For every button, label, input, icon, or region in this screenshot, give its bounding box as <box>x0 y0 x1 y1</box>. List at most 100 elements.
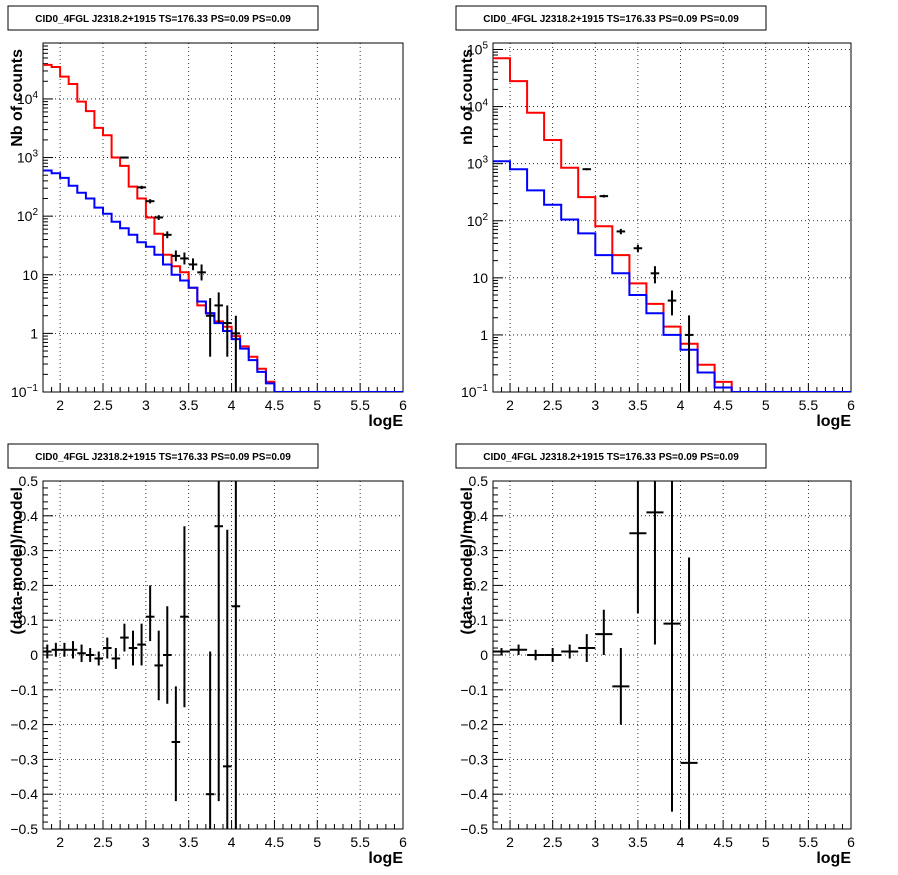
data-point <box>68 641 78 659</box>
x-axis-label: logE <box>816 413 851 430</box>
y-tick-base: 10 <box>472 270 488 286</box>
y-tick-label: 0.3 <box>19 543 39 559</box>
x-tick-label: 3 <box>591 397 599 413</box>
data-point <box>578 634 596 662</box>
y-axis-label: Nb of counts <box>9 49 26 147</box>
y-tick-label: 0.5 <box>469 473 489 489</box>
x-tick-label: 5.5 <box>350 397 370 413</box>
x-tick-label: 5.5 <box>350 834 370 850</box>
data-point <box>43 644 52 659</box>
plot-area <box>43 481 241 829</box>
y-tick-base: 10 <box>17 91 33 107</box>
x-tick-label: 3.5 <box>628 834 648 850</box>
data-point <box>128 630 138 666</box>
x-tick-label: 4.5 <box>713 834 733 850</box>
x-tick-label: 3.5 <box>179 397 199 413</box>
data-point <box>154 630 163 701</box>
y-tick-exponent: 4 <box>32 90 38 101</box>
data-point <box>595 609 613 655</box>
y-tick-label: −0.1 <box>460 682 488 698</box>
y-tick-label: 0 <box>30 647 38 663</box>
chart-title: CID0_4FGL J2318.2+1915 TS=176.33 PS=0.09… <box>483 452 739 463</box>
x-tick-label: 2 <box>56 397 64 413</box>
x-tick-label: 2 <box>56 834 64 850</box>
x-tick-label: 6 <box>399 397 407 413</box>
chart-title: CID0_4FGL J2318.2+1915 TS=176.33 PS=0.09… <box>35 14 291 25</box>
x-tick-label: 6 <box>399 834 407 850</box>
x-tick-label: 4.5 <box>713 397 733 413</box>
y-tick-base: 10 <box>17 150 33 166</box>
x-tick-label: 5 <box>313 834 321 850</box>
data-point <box>650 266 660 284</box>
plot-area <box>43 63 403 392</box>
y-tick-exponent: 3 <box>32 149 38 160</box>
y-tick-label: −0.3 <box>10 751 38 767</box>
y-tick-label: 102 <box>17 207 39 224</box>
title-box <box>7 443 319 469</box>
data-point <box>85 648 95 662</box>
x-tick-label: 4 <box>677 834 685 850</box>
data-point <box>145 585 155 642</box>
title-box <box>455 443 767 469</box>
data-point <box>214 481 223 802</box>
data-point <box>145 199 155 204</box>
histogram-series-red <box>493 57 851 392</box>
data-point <box>527 649 545 661</box>
y-tick-base: 10 <box>467 156 483 172</box>
x-tick-label: 5 <box>313 397 321 413</box>
data-point <box>137 623 146 666</box>
y-tick-label: 0.4 <box>469 508 489 524</box>
x-tick-label: 3.5 <box>628 397 648 413</box>
data-point <box>205 298 215 357</box>
x-tick-label: 2.5 <box>543 397 563 413</box>
x-tick-label: 3.5 <box>179 834 199 850</box>
data-point <box>223 305 232 357</box>
x-tick-label: 4 <box>677 397 685 413</box>
x-tick-label: 6 <box>847 397 855 413</box>
y-tick-base: 10 <box>22 267 38 283</box>
data-point <box>137 185 146 190</box>
y-tick-exponent: 4 <box>482 98 488 109</box>
data-point <box>612 648 630 725</box>
y-tick-label: −0.1 <box>10 682 38 698</box>
data-point <box>180 252 189 265</box>
data-point <box>223 529 232 829</box>
x-tick-label: 5 <box>762 834 770 850</box>
y-tick-label: 103 <box>467 155 489 172</box>
y-tick-exponent: −1 <box>477 383 489 394</box>
data-point <box>163 231 172 239</box>
y-tick-label: 10−1 <box>461 383 488 400</box>
chart-title: CID0_4FGL J2318.2+1915 TS=176.33 PS=0.09… <box>35 452 291 463</box>
data-point <box>111 648 121 669</box>
data-point <box>60 642 69 657</box>
data-point <box>197 264 206 281</box>
chart-panel-spectrum-right: 2 2.5 3 3.5 4 4.5 5 5.5 610−1110102103104105logE… <box>455 5 855 430</box>
title-box <box>455 5 767 31</box>
x-tick-label: 4 <box>228 834 236 850</box>
data-point <box>103 637 112 659</box>
y-tick-label: 1 <box>480 327 488 343</box>
data-point <box>51 642 61 657</box>
x-tick-label: 6 <box>847 834 855 850</box>
y-tick-label: 104 <box>17 90 39 107</box>
y-tick-label: −0.4 <box>460 786 488 802</box>
x-tick-label: 4.5 <box>265 397 285 413</box>
title-box <box>7 5 319 31</box>
x-tick-label: 2 <box>506 834 514 850</box>
data-point <box>493 648 511 655</box>
data-point <box>171 686 181 802</box>
y-tick-label: 10−1 <box>11 383 38 400</box>
y-tick-label: 0.1 <box>19 612 39 628</box>
y-tick-label: 0.5 <box>19 473 39 489</box>
y-tick-base: 10 <box>17 208 33 224</box>
y-tick-label: 10 <box>472 270 488 286</box>
y-tick-base: 10 <box>467 99 483 115</box>
data-point <box>667 290 677 316</box>
y-tick-base: 10 <box>461 384 477 400</box>
data-point <box>680 557 698 829</box>
y-tick-label: −0.4 <box>10 786 38 802</box>
data-point <box>205 651 215 829</box>
histogram-series-blue <box>43 169 403 392</box>
y-tick-exponent: 5 <box>482 41 488 52</box>
